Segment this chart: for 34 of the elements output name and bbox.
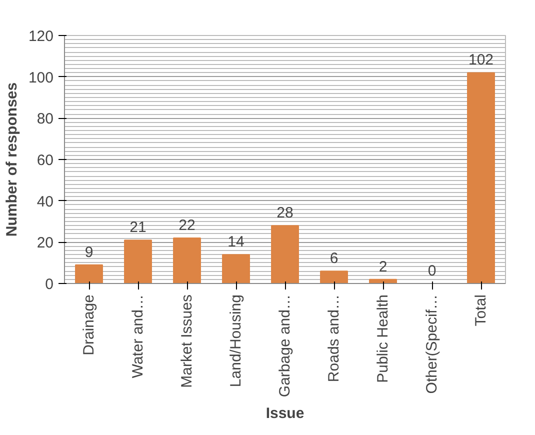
data-label: 9 (84, 244, 94, 261)
data-label: 102 (468, 52, 494, 69)
y-tick-label: 20 (36, 234, 54, 252)
bar (222, 254, 250, 284)
data-label: 22 (178, 217, 196, 234)
bar (75, 264, 103, 284)
x-tick-label: Market Issues (178, 294, 196, 388)
y-axis-title: Number of responses (3, 82, 20, 237)
bar (467, 72, 495, 284)
y-tick-label: 80 (36, 110, 54, 128)
bar (320, 270, 348, 284)
data-label: 28 (276, 204, 294, 222)
x-tick-label: Total (472, 294, 490, 326)
y-tick-label: 100 (28, 69, 54, 86)
y-tick-label: 40 (36, 193, 54, 210)
x-tick-label: Roads and… (326, 294, 342, 382)
x-tick-label: Garbage and… (276, 294, 294, 398)
x-tick-label: Public Health (374, 294, 392, 383)
x-tick-label: Land/Housing (228, 294, 244, 388)
y-tick-label: 0 (45, 276, 54, 293)
x-tick-label: Water and… (130, 294, 146, 378)
x-tick-label: Other(Specif… (424, 294, 440, 394)
y-tick-label: 120 (28, 28, 54, 45)
y-tick-label: 60 (36, 152, 54, 169)
data-label: 0 (428, 262, 436, 280)
data-label: 21 (130, 219, 146, 236)
bar (173, 238, 201, 284)
data-label: 2 (378, 258, 388, 276)
data-label: 14 (228, 234, 244, 251)
x-tick-label: Drainage (80, 294, 98, 356)
data-label: 6 (330, 250, 338, 268)
bar (271, 225, 299, 284)
x-axis-title: Issue (266, 405, 304, 422)
bar (124, 240, 152, 284)
